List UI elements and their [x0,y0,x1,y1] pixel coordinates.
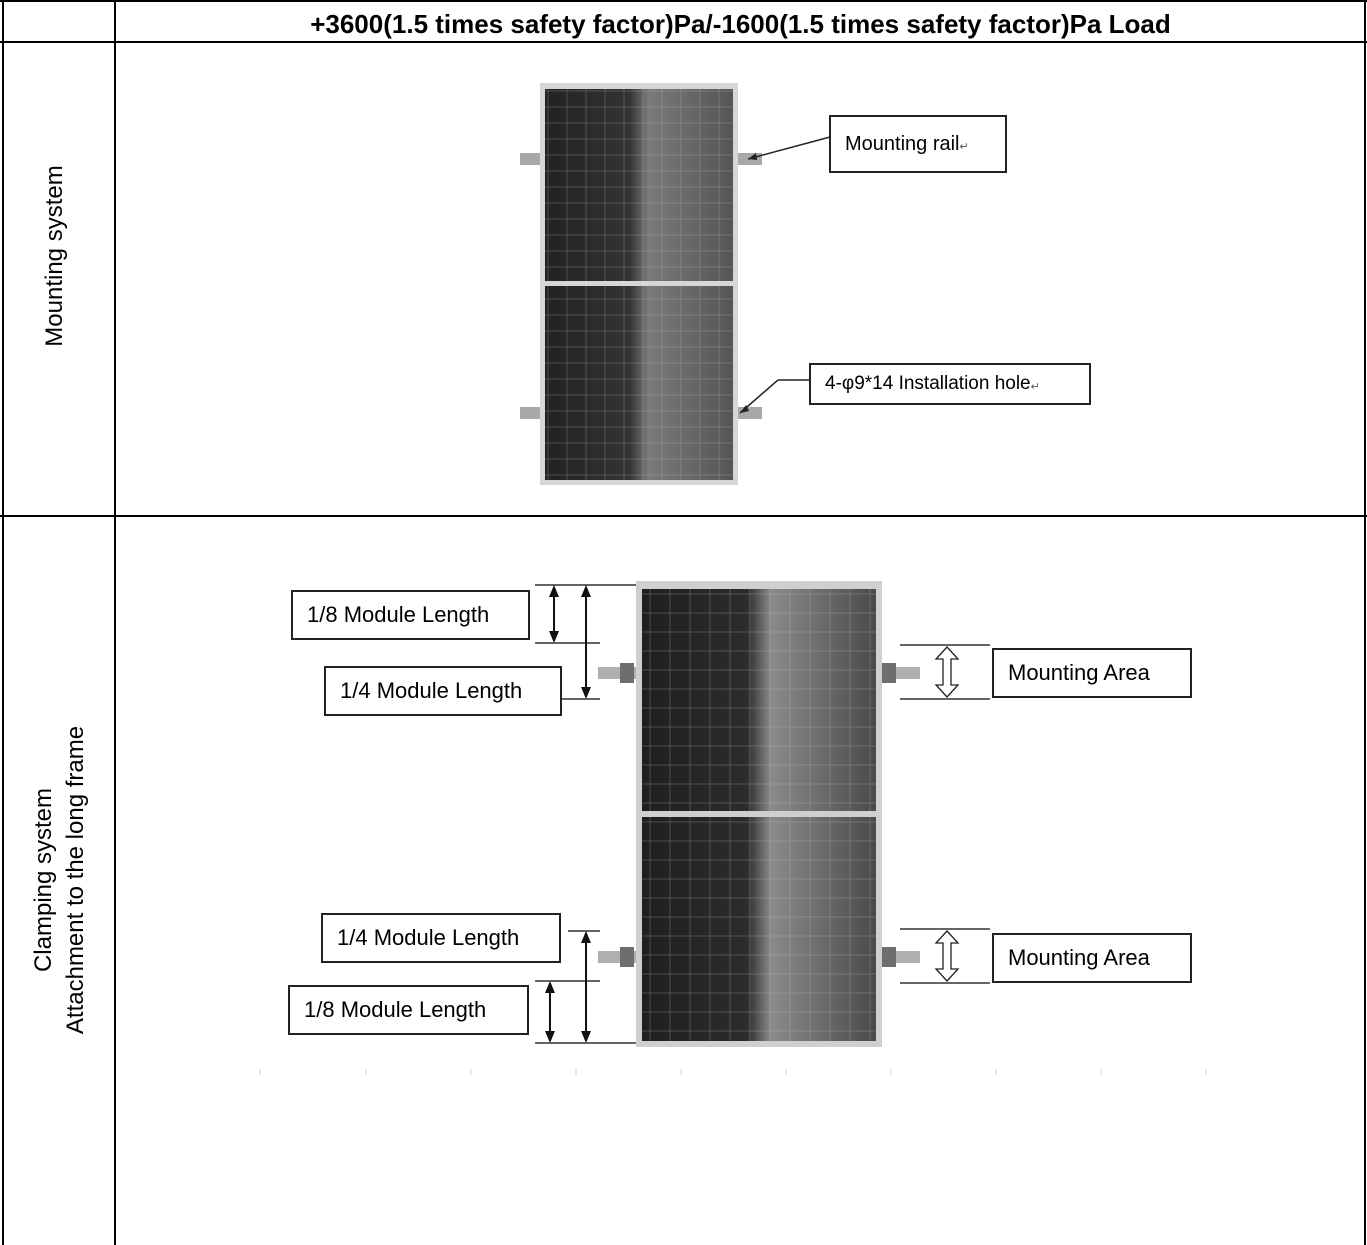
row-label-clamping-system: Clamping system Attachment to the long f… [28,680,92,1080]
table-header-title: +3600(1.5 times safety factor)Pa/-1600(1… [310,9,1171,39]
row-label-mounting-system: Mounting system [39,136,71,376]
clamping-system-diagram [259,581,1207,1075]
callout-quarter-module-length-bottom: 1/4 Module Length [321,913,561,963]
rail-left-top [520,153,546,165]
callout-quarter-module-length-top: 1/4 Module Length [324,666,562,716]
column-divider [114,0,116,1245]
rail-right-bottom [736,407,762,419]
callout-mounting-rail-mark: ↵ [959,141,969,153]
callout-mounting-rail: Mounting rail ↵ [829,115,1007,173]
rail-left-bottom [520,407,546,419]
mounting-system-diagram [520,83,831,485]
row-label-line1: Clamping system [30,787,57,973]
callout-installation-hole-mark: ↵ [1030,381,1040,393]
table-border-right [1364,0,1366,1245]
table-border-top [0,0,1367,2]
row-label-line2: Attachment to the long frame [62,725,89,1035]
callout-mounting-area-bottom: Mounting Area [992,933,1192,983]
row-label-text: Mounting system [41,165,68,347]
table-border-left [2,0,4,1245]
row-divider [0,515,1367,517]
callout-mounting-area-top: Mounting Area [992,648,1192,698]
callout-eighth-module-length-bottom: 1/8 Module Length [288,985,529,1035]
callout-installation-hole: 4-φ9*14 Installation hole ↵ [809,363,1091,405]
header-divider [0,41,1367,43]
callout-eighth-module-length-top: 1/8 Module Length [291,590,530,640]
